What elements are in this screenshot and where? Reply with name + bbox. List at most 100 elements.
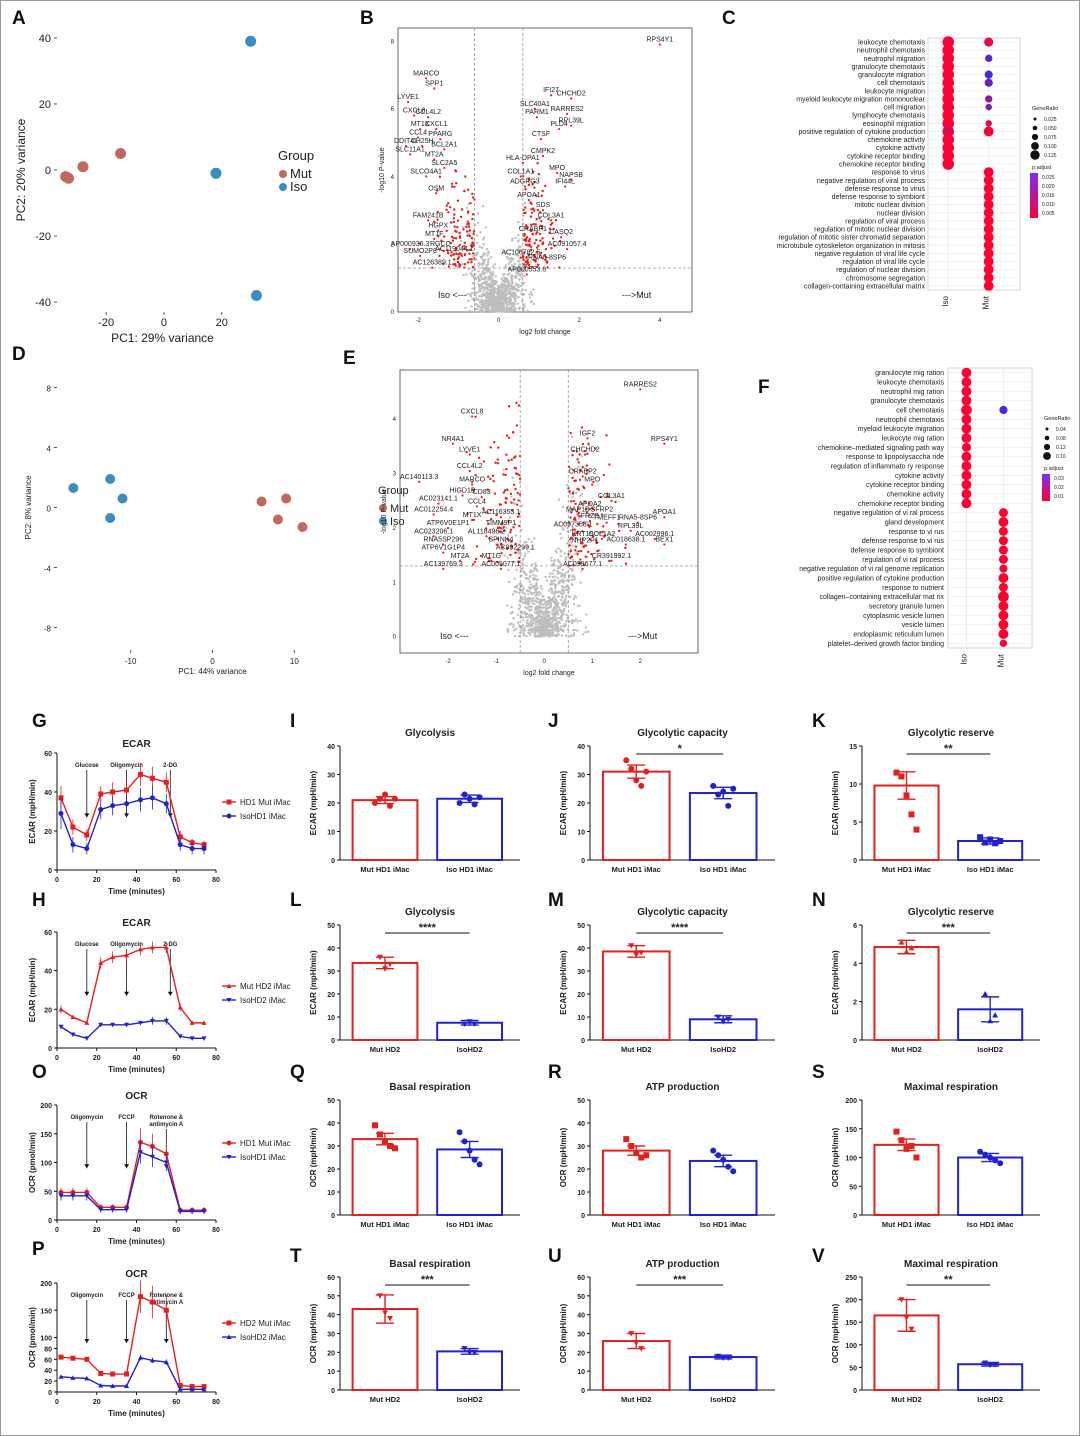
data-point (638, 782, 645, 789)
y-tick-label: 10 (849, 782, 857, 789)
ns-point (512, 501, 515, 505)
ns-point (524, 613, 528, 616)
term-label: response to virus (872, 170, 926, 177)
y-tick-label: 10 (577, 830, 585, 837)
y-tick-label: 0 (853, 1388, 857, 1395)
gene-label: AC012254.4 (414, 507, 453, 514)
ns-point (572, 603, 576, 606)
gene-label: AC139769.3 (424, 561, 463, 568)
sig-point (544, 247, 548, 251)
sig-point (468, 258, 471, 261)
ns-point (572, 597, 575, 600)
ns-point (528, 296, 532, 299)
y-tick-label: 40 (577, 744, 585, 751)
ns-point (476, 251, 479, 254)
ns-point (493, 297, 496, 301)
ns-point (489, 271, 492, 275)
ns-point (472, 299, 476, 303)
sig-point (524, 239, 528, 243)
term-label: negative regulation of vi ral genome rep… (799, 566, 944, 573)
sig-point (489, 477, 492, 481)
gene-point (600, 513, 603, 516)
ns-point (525, 621, 528, 624)
ns-point (507, 281, 511, 285)
sig-point (471, 265, 475, 269)
y-axis-label: -log10 P-value (381, 489, 388, 534)
ns-point (556, 610, 559, 614)
sig-point (581, 530, 584, 533)
panel-letter-M: M (548, 890, 564, 911)
data-point (638, 1346, 645, 1352)
data-point (992, 1157, 999, 1164)
term-label: cell chemotaxis (877, 80, 925, 87)
ns-point (500, 277, 503, 281)
ns-point (523, 596, 527, 599)
sig-point (574, 549, 577, 552)
gene-label: RNA5SP296 (423, 536, 463, 543)
ns-point (580, 492, 584, 496)
sig-point (617, 522, 620, 526)
x-tick-label: 40 (133, 877, 141, 884)
y-tick-label: 20 (577, 1350, 585, 1357)
gene-label: SLC40A1 (520, 101, 550, 108)
ns-point (526, 602, 530, 605)
enrichment-dot (998, 517, 1009, 527)
data-point (177, 834, 183, 840)
legend-size-label: 0.125 (1044, 153, 1057, 159)
ns-point (485, 306, 489, 310)
gene-label: CXCL1 (425, 121, 448, 128)
ns-point (565, 571, 568, 574)
ns-point (520, 276, 523, 279)
enrichment-dot (961, 423, 972, 434)
y-tick-label: 20 (577, 992, 585, 999)
sig-point (524, 243, 528, 246)
sig-point (470, 236, 474, 240)
ns-point (550, 621, 554, 624)
gene-label: CTSF (532, 131, 550, 138)
x-tick-label: 40 (133, 1399, 141, 1406)
sig-point (578, 561, 581, 565)
bar (873, 946, 940, 1042)
ns-point (476, 291, 479, 294)
ns-point (523, 303, 526, 306)
pca-point (77, 161, 89, 173)
bar (688, 792, 758, 862)
panel-letter-G: G (32, 711, 47, 732)
y-tick-label: 0 (581, 1038, 585, 1045)
series-line (60, 1356, 205, 1390)
data-point (70, 824, 76, 830)
ns-point (483, 287, 486, 290)
ns-point (507, 257, 511, 261)
sig-point (532, 170, 535, 173)
panel-letter-T: T (290, 1246, 302, 1267)
ns-point (547, 621, 550, 624)
legend-key (279, 183, 287, 191)
gene-point (541, 154, 545, 158)
data-point (893, 1128, 900, 1135)
ns-point (472, 276, 476, 279)
gene-point (419, 127, 422, 131)
data-point (461, 1021, 468, 1027)
gene-point (605, 521, 608, 524)
ns-point (553, 592, 556, 596)
data-point (466, 1349, 473, 1356)
ns-point (563, 576, 566, 579)
data-point (98, 807, 104, 813)
gene-label: AC119044.1 (435, 246, 474, 253)
panel-letter-V: V (812, 1246, 825, 1267)
enrichment-dot (942, 44, 955, 56)
gene-point (442, 543, 445, 546)
sig-point (530, 265, 534, 269)
ns-point (509, 298, 513, 301)
ns-point (522, 570, 525, 573)
sig-point (584, 507, 588, 511)
sig-point (500, 551, 503, 555)
ns-point (548, 572, 552, 575)
ns-point (517, 220, 520, 224)
point-cloud (465, 401, 628, 638)
direction-right: --->Mut (628, 631, 658, 641)
ns-point (531, 599, 534, 603)
gene-point (588, 519, 591, 523)
sig-point (533, 180, 536, 184)
